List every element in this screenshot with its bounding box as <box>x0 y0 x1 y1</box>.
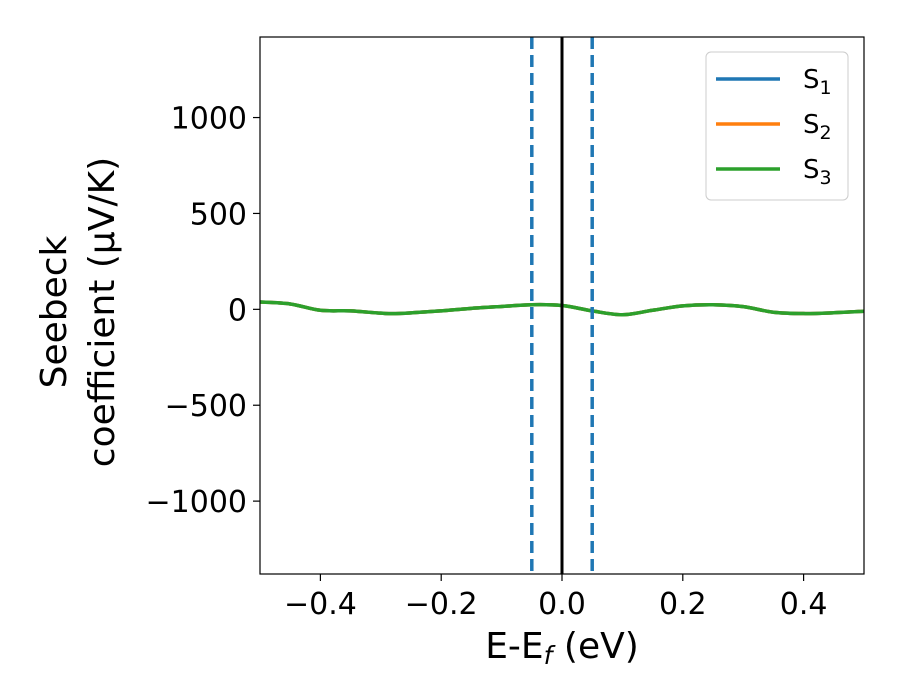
x-axis-label: E-Ef (eV) <box>485 626 639 670</box>
y-axis-label: Seebeck coefficient (μV/K) <box>34 157 123 467</box>
legend-item-s1: S1 <box>716 65 832 99</box>
legend-box <box>705 51 849 201</box>
x-axis: −0.4 −0.2 0.0 0.2 0.4 <box>284 574 827 622</box>
x-tick-label: −0.4 <box>284 587 357 622</box>
y-axis-label-line1: Seebeck <box>34 235 75 388</box>
x-tick-label: −0.2 <box>405 587 478 622</box>
y-tick-label: −500 <box>165 389 247 424</box>
legend-label: S3 <box>803 155 832 189</box>
legend: S1 S2 S3 <box>705 51 849 201</box>
y-axis: 1000 500 0 −500 −1000 <box>146 102 260 520</box>
x-tick-label: 0.2 <box>659 587 707 622</box>
x-tick-label: 0.4 <box>780 587 828 622</box>
x-tick-label: 0.0 <box>538 587 586 622</box>
y-tick-label: 1000 <box>171 102 247 137</box>
legend-item-s3: S3 <box>716 155 832 189</box>
legend-item-s2: S2 <box>716 110 832 144</box>
y-axis-label-line2: coefficient (μV/K) <box>82 157 123 467</box>
plot-area <box>260 37 864 574</box>
legend-label: S1 <box>803 65 832 99</box>
y-tick-label: −1000 <box>146 485 247 520</box>
y-tick-label: 0 <box>228 293 247 328</box>
y-tick-label: 500 <box>190 197 247 232</box>
plot-contents <box>260 37 864 574</box>
legend-label: S2 <box>803 110 832 144</box>
